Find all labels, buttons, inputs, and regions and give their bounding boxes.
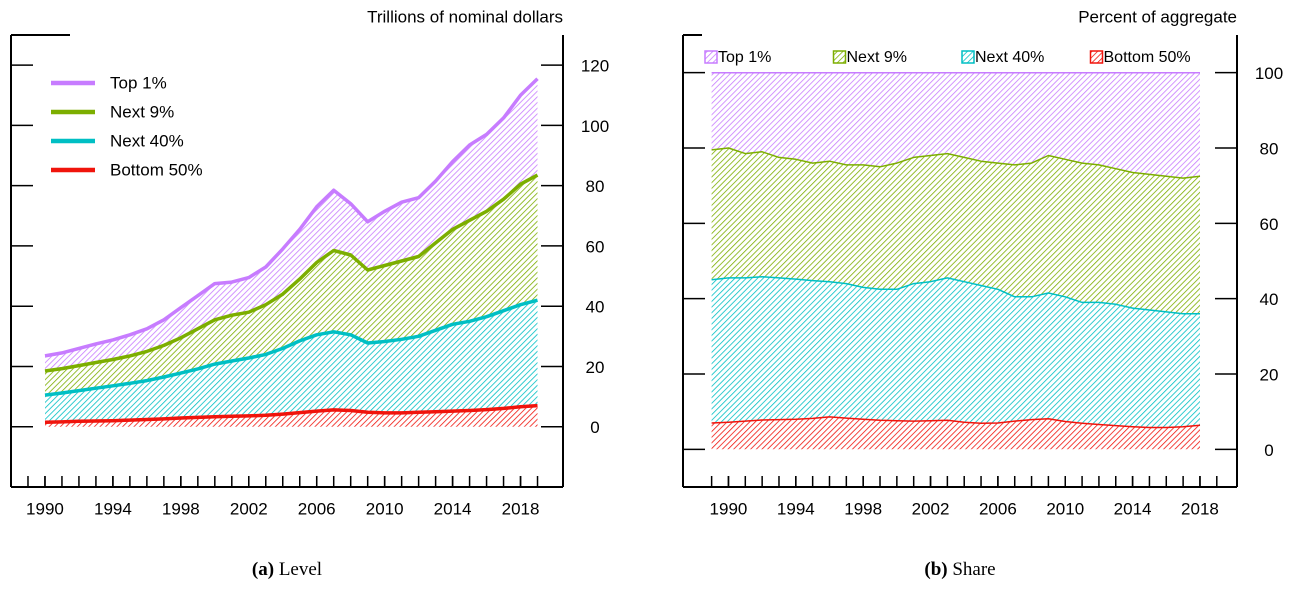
- area: [45, 300, 538, 423]
- x-tick-label: 1998: [844, 499, 882, 518]
- caption-label: (b): [924, 559, 947, 580]
- legend-label: Bottom 50%: [110, 160, 203, 179]
- areas: [45, 78, 538, 427]
- x-tick-label: 1990: [26, 499, 64, 518]
- caption-label: (a): [252, 559, 274, 580]
- caption: (b) Share: [924, 559, 995, 580]
- legend-label: Next 9%: [110, 102, 174, 121]
- legend-label: Next 40%: [975, 49, 1044, 66]
- legend-label: Next 9%: [847, 49, 907, 66]
- area: [45, 405, 538, 427]
- y-tick-label: 120: [581, 57, 609, 76]
- y-tick-label: 0: [590, 418, 599, 437]
- x-tick-label: 1990: [710, 499, 748, 518]
- x-tick-label: 2006: [298, 499, 336, 518]
- chart-title: Trillions of nominal dollars: [367, 7, 563, 26]
- y-tick-label: 80: [1260, 139, 1279, 158]
- x-tick-label: 2010: [366, 499, 404, 518]
- y-tick-label: 80: [586, 177, 605, 196]
- x-tick-label: 1994: [94, 499, 132, 518]
- x-tick-label: 2002: [912, 499, 950, 518]
- legend-label: Next 40%: [110, 131, 184, 150]
- x-tick-label: 2010: [1046, 499, 1084, 518]
- y-tick-label: 100: [581, 117, 609, 136]
- y-tick-label: 100: [1255, 64, 1283, 83]
- area-edge: [711, 276, 1200, 315]
- area: [45, 175, 538, 396]
- x-tick-label: 2018: [1181, 499, 1219, 518]
- area: [711, 148, 1200, 314]
- caption-text: Level: [279, 559, 322, 580]
- legend-swatch: [961, 50, 975, 64]
- y-tick-label: 20: [1260, 365, 1279, 384]
- legend-label: Bottom 50%: [1104, 49, 1191, 66]
- y-tick-label: 60: [1260, 215, 1279, 234]
- y-tick-label: 40: [586, 298, 605, 317]
- x-tick-label: 1994: [777, 499, 815, 518]
- caption-text: Share: [952, 559, 995, 580]
- area-edge: [44, 298, 538, 397]
- area: [45, 78, 538, 371]
- legend-swatch: [832, 50, 847, 64]
- legend-swatch: [1089, 50, 1104, 64]
- x-tick-label: 2002: [230, 499, 268, 518]
- x-tick-label: 2014: [434, 499, 472, 518]
- area-edge: [711, 147, 1201, 179]
- y-tick-label: 20: [586, 358, 605, 377]
- chart-title: Percent of aggregate: [1078, 7, 1237, 26]
- x-tick-label: 2014: [1114, 499, 1152, 518]
- caption: (a) Level: [252, 559, 322, 580]
- y-tick-label: 40: [1260, 290, 1279, 309]
- x-tick-label: 2006: [979, 499, 1017, 518]
- legend-swatch: [704, 50, 718, 64]
- area-edge: [44, 173, 539, 373]
- y-tick-label: 0: [1264, 441, 1273, 460]
- area-edge: [711, 416, 1201, 429]
- area: [711, 276, 1200, 428]
- legend-label: Top 1%: [110, 73, 167, 92]
- y-tick-label: 60: [586, 237, 605, 256]
- area-edge: [44, 77, 539, 358]
- areas: [711, 72, 1200, 450]
- area: [711, 416, 1200, 450]
- area: [711, 72, 1200, 179]
- x-tick-label: 1998: [162, 499, 200, 518]
- x-tick-label: 2018: [502, 499, 540, 518]
- area-edge: [44, 403, 538, 424]
- legend-label: Top 1%: [718, 49, 771, 66]
